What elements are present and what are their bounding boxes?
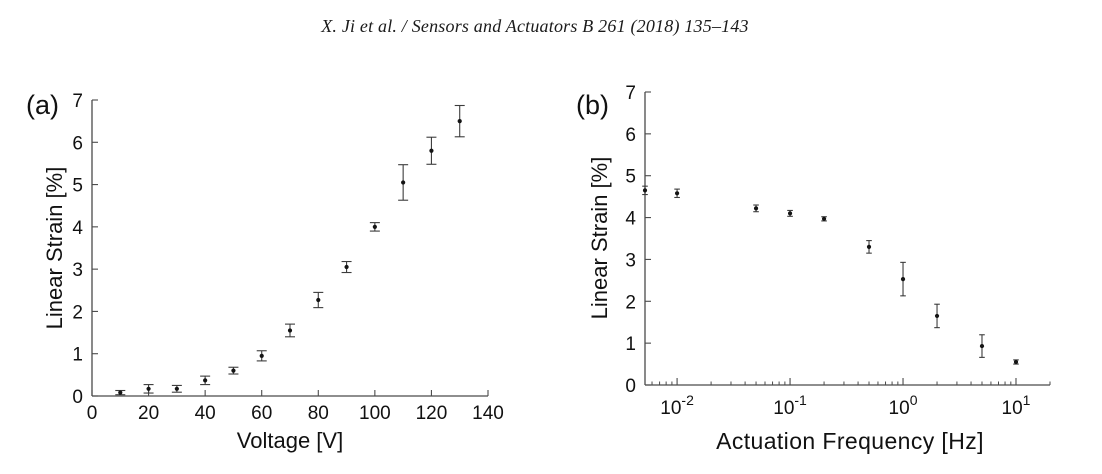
- x-tick-label: 60: [251, 403, 272, 424]
- x-tick-label: 101: [1002, 392, 1031, 419]
- data-point: [344, 264, 349, 270]
- y-tick-label: 0: [625, 376, 636, 397]
- x-tick-label: 100: [889, 392, 918, 419]
- y-tick-label: 3: [625, 250, 636, 271]
- x-tick-label: 100: [359, 403, 391, 424]
- chart-a-ylabel: Linear Strain [%]: [42, 167, 67, 330]
- x-tick-label: 20: [138, 403, 159, 424]
- data-point: [674, 191, 680, 196]
- y-tick-label: 2: [625, 292, 636, 313]
- y-tick-label: 3: [72, 260, 83, 281]
- data-point: [174, 386, 179, 391]
- x-tick-label: 10-2: [660, 392, 694, 419]
- y-tick-label: 4: [625, 209, 636, 230]
- y-tick-label: 6: [625, 125, 636, 146]
- data-point: [787, 211, 793, 216]
- chart-b-xlabel: Actuation Frequency [Hz]: [716, 428, 984, 454]
- panel-label-b: (b): [576, 90, 609, 120]
- header-citation: X. Ji et al. / Sensors and Actuators B 2…: [321, 16, 749, 36]
- chart-a-plot-layer: 0 1 2 3 4 5 6 7 0 20 40 60 80 100 120 140: [72, 91, 503, 424]
- x-tick-label: 140: [472, 403, 504, 424]
- x-tick-label: 0: [87, 403, 98, 424]
- data-point: [457, 119, 462, 124]
- data-point: [118, 390, 123, 395]
- y-tick-label: 0: [72, 387, 83, 408]
- x-tick-label: 120: [416, 403, 448, 424]
- y-tick-label: 1: [625, 334, 636, 355]
- chart-a: 0 1 2 3 4 5 6 7 0 20 40 60 80 100 120 140 (a) Voltage […: [26, 90, 504, 453]
- data-point: [231, 368, 236, 373]
- chart-b-plot-layer: 0 1 2 3 4 5 6 7 10-2 10-1 100 101: [625, 83, 1051, 419]
- chart-a-xlabel: Voltage [V]: [237, 428, 343, 453]
- y-tick-label: 4: [72, 218, 83, 239]
- chart-b-ylabel: Linear Strain [%]: [587, 157, 612, 320]
- data-point: [934, 313, 940, 319]
- y-tick-label: 6: [72, 133, 83, 154]
- data-point: [316, 297, 321, 303]
- panel-label-a: (a): [26, 90, 59, 120]
- y-tick-label: 5: [72, 176, 83, 197]
- data-point: [146, 386, 151, 391]
- x-tick-label: 40: [195, 403, 216, 424]
- x-tick-label: 10-1: [773, 392, 807, 419]
- data-point: [259, 353, 264, 358]
- data-point: [900, 277, 906, 282]
- y-tick-label: 7: [72, 91, 83, 112]
- data-point: [287, 328, 293, 333]
- data-point: [401, 180, 406, 185]
- data-point: [866, 244, 872, 249]
- x-tick-label: 80: [308, 403, 329, 424]
- data-point: [979, 343, 985, 349]
- data-point: [642, 188, 648, 193]
- data-point: [753, 206, 759, 211]
- y-tick-label: 1: [72, 345, 83, 366]
- data-point: [1013, 359, 1019, 365]
- y-tick-label: 2: [72, 302, 83, 323]
- data-point: [821, 216, 827, 221]
- y-tick-label: 5: [625, 167, 636, 188]
- data-point: [203, 378, 208, 383]
- y-tick-label: 7: [625, 83, 636, 104]
- data-point: [372, 224, 377, 229]
- chart-b: 0 1 2 3 4 5 6 7 10-2 10-1 100 101 (b) Actuation Fre…: [576, 83, 1051, 454]
- data-point: [429, 148, 434, 153]
